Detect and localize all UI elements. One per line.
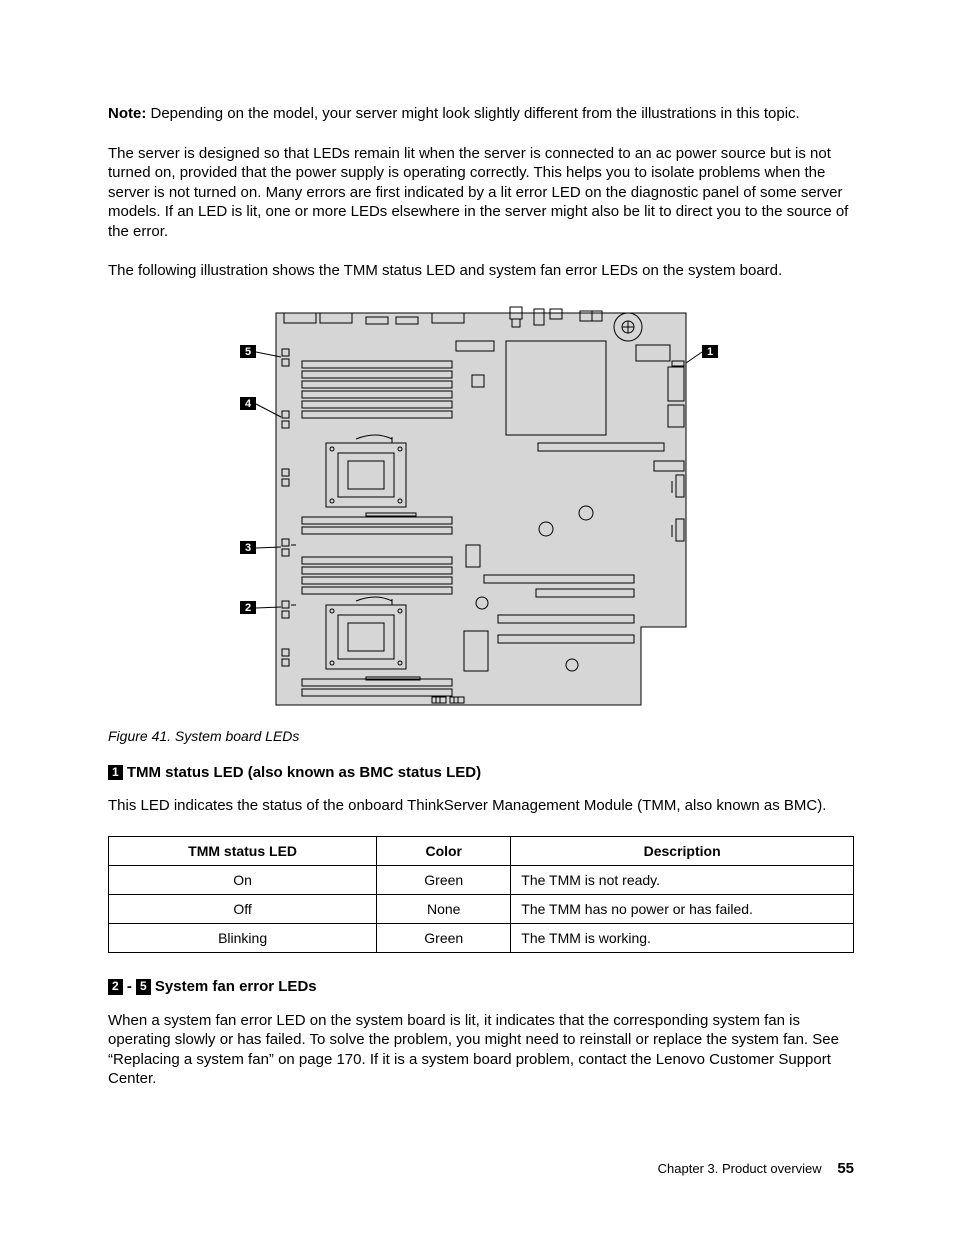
th-desc: Description	[511, 836, 854, 865]
intro-paragraph-2: The following illustration shows the TMM…	[108, 261, 854, 281]
table-row: Blinking Green The TMM is working.	[109, 924, 854, 953]
tmm-status-table: TMM status LED Color Description On Gree…	[108, 836, 854, 954]
cell-desc: The TMM is not ready.	[511, 865, 854, 894]
section-1-title-text: TMM status LED (also known as BMC status…	[127, 764, 481, 781]
footer-page-number: 55	[837, 1160, 854, 1177]
svg-text:3: 3	[245, 542, 251, 554]
th-led: TMM status LED	[109, 836, 377, 865]
callout-1-icon: 1	[108, 765, 123, 780]
th-color: Color	[377, 836, 511, 865]
svg-text:1: 1	[707, 346, 713, 358]
svg-text:5: 5	[245, 346, 251, 358]
note-text: Depending on the model, your server migh…	[151, 105, 800, 122]
note-label: Note:	[108, 105, 146, 122]
cell-color: None	[377, 895, 511, 924]
cell-color: Green	[377, 865, 511, 894]
section-2-title-text: System fan error LEDs	[155, 978, 317, 995]
cell-led: On	[109, 865, 377, 894]
footer-chapter: Chapter 3. Product overview	[658, 1161, 822, 1176]
dash: -	[123, 978, 136, 995]
cell-desc: The TMM is working.	[511, 924, 854, 953]
figure-system-board: 1 5 4 3 2	[108, 305, 854, 715]
table-row: On Green The TMM is not ready.	[109, 865, 854, 894]
section-2-title: 2 - 5 System fan error LEDs	[108, 977, 854, 997]
intro-paragraph-1: The server is designed so that LEDs rema…	[108, 144, 854, 242]
figure-caption: Figure 41. System board LEDs	[108, 727, 854, 745]
section-1-title: 1 TMM status LED (also known as BMC stat…	[108, 763, 854, 783]
section-1-paragraph: This LED indicates the status of the onb…	[108, 796, 854, 816]
page-footer: Chapter 3. Product overview 55	[108, 1159, 854, 1179]
cell-led: Off	[109, 895, 377, 924]
cell-color: Green	[377, 924, 511, 953]
cell-led: Blinking	[109, 924, 377, 953]
system-board-diagram: 1 5 4 3 2	[236, 305, 726, 715]
svg-text:4: 4	[245, 398, 252, 410]
section-2-paragraph: When a system fan error LED on the syste…	[108, 1011, 854, 1089]
callout-5-icon: 5	[136, 979, 151, 994]
svg-text:2: 2	[245, 602, 251, 614]
callout-2-icon: 2	[108, 979, 123, 994]
table-row: Off None The TMM has no power or has fai…	[109, 895, 854, 924]
note-paragraph: Note: Depending on the model, your serve…	[108, 104, 854, 124]
cell-desc: The TMM has no power or has failed.	[511, 895, 854, 924]
table-header-row: TMM status LED Color Description	[109, 836, 854, 865]
